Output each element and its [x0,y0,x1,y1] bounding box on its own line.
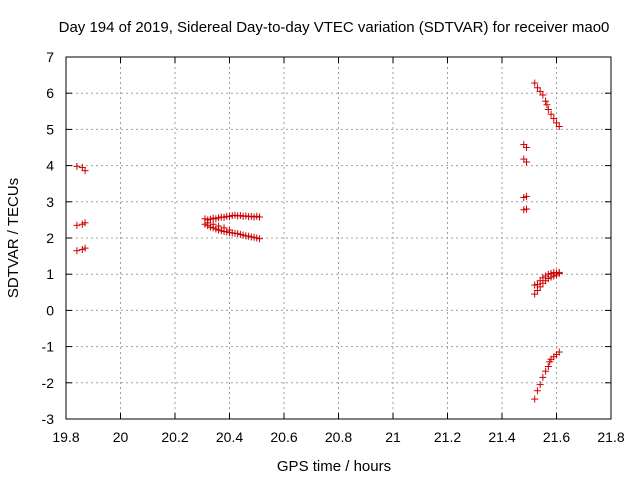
x-tick-label: 19.8 [52,429,79,445]
y-tick-label: 4 [46,158,54,174]
data-point [204,219,212,227]
x-tick-label: 20.6 [270,429,297,445]
y-tick-label: -2 [42,375,55,391]
data-point [544,363,552,371]
y-tick-label: 0 [46,302,54,318]
data-point [81,167,89,175]
data-point [523,158,531,166]
x-tick-label: 21 [385,429,401,445]
data-point [555,123,563,131]
data-point [533,280,541,288]
data-point [531,395,539,403]
axis-ticks [65,56,612,420]
data-point [553,119,560,127]
data-point [73,162,81,170]
x-tick-label: 21.6 [543,429,570,445]
data-point [536,87,544,95]
x-tick-label: 20.8 [325,429,352,445]
data-point [255,213,263,221]
chart-title: Day 194 of 2019, Sidereal Day-to-day VTE… [59,19,610,36]
y-tick-label: 3 [46,194,54,210]
x-tick-labels: 19.8 20 20.2 20.4 20.6 20.8 21 21.2 21.4 21.6 21.8 [52,429,624,445]
data-point [523,205,531,213]
y-tick-label: 7 [46,49,54,65]
data-point [81,244,89,252]
data-point [550,115,558,123]
data-point [539,91,547,99]
data-point [539,373,547,381]
x-axis-label: GPS time / hours [277,458,391,475]
data-point [547,110,555,118]
x-tick-label: 21.4 [488,429,515,445]
data-point [536,381,544,389]
y-tick-label: 1 [46,266,54,282]
y-tick-label: 5 [46,121,54,137]
data-point [533,387,541,395]
y-tick-label: 6 [46,85,54,101]
data-point [523,144,531,151]
data-point [543,101,551,109]
data-point [542,367,550,375]
x-tick-label: 21.8 [597,429,624,445]
data-point [555,268,563,276]
data-point [209,220,217,228]
y-tick-label: -3 [42,411,55,427]
data-point [531,290,539,298]
data-point [73,221,81,229]
data-point [255,235,263,243]
data-point [555,348,563,356]
data-point [73,247,81,255]
data-points [73,79,563,403]
y-tick-label: 2 [46,230,54,246]
data-point [531,79,539,87]
data-point [81,219,89,227]
x-tick-label: 20.2 [161,429,188,445]
y-axis-label: SDTVAR / TECUs [5,178,22,298]
data-point [544,105,552,113]
grid [66,57,611,419]
x-tick-label: 20 [113,429,129,445]
data-point [220,224,228,232]
data-point [533,84,541,92]
data-point [523,192,531,200]
data-point [226,226,233,234]
x-tick-label: 21.2 [434,429,461,445]
data-point [542,97,550,105]
data-point [215,222,223,230]
data-point [533,286,541,294]
y-tick-labels: -3 -2 -1 0 1 2 3 4 5 6 7 [42,49,55,427]
x-tick-label: 20.4 [216,429,243,445]
y-tick-label: -1 [42,339,55,355]
